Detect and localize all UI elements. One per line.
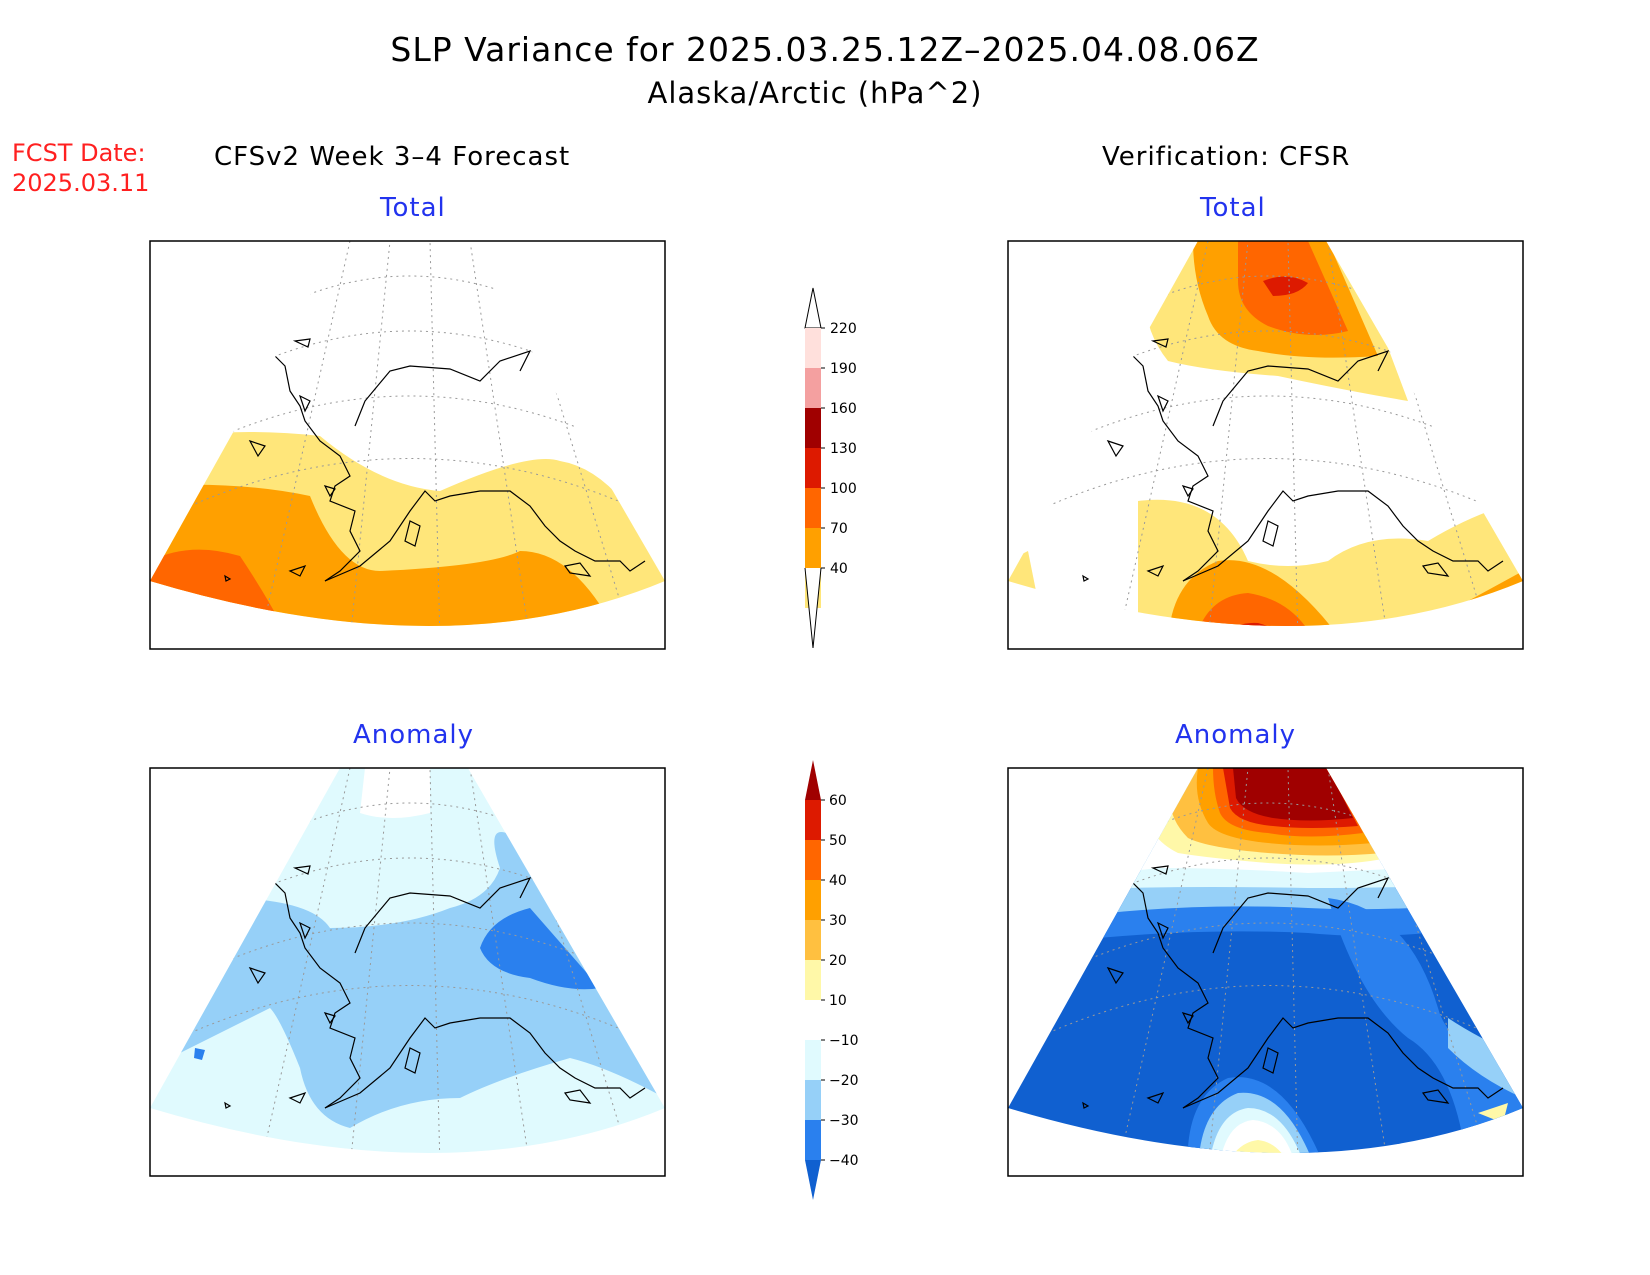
forecast-date-label: FCST Date: — [12, 139, 146, 167]
forecast-column-heading: CFSv2 Week 3–4 Forecast — [214, 142, 571, 172]
colorbar-anomaly-swatch — [805, 920, 821, 960]
forecast-total-map — [149, 240, 666, 650]
colorbar-anomaly-label: 60 — [829, 793, 847, 809]
colorbar-anomaly-label: 10 — [829, 993, 847, 1009]
colorbar-anomaly: 60 50 40 30 20 10 −10 −20 −30 −40 — [805, 760, 859, 1200]
colorbar-anomaly-swatch — [805, 1040, 821, 1080]
colorbar-total-label: 100 — [830, 481, 857, 497]
colorbar-total-swatch — [805, 408, 821, 448]
colorbar-anomaly-swatch — [805, 1000, 821, 1040]
colorbar-total-bottom-arrow — [804, 567, 822, 649]
colorbar-anomaly-swatch — [805, 1080, 821, 1120]
colorbar-anomaly-label: 30 — [829, 913, 847, 929]
colorbar-total-swatch — [805, 368, 821, 408]
colorbar-anomaly-swatch — [805, 840, 821, 880]
colorbar-anomaly-top-arrow — [805, 760, 821, 800]
colorbar-anomaly-label: −40 — [829, 1153, 859, 1169]
colorbar-total-label: 190 — [830, 361, 857, 377]
colorbar-total-swatch — [805, 488, 821, 528]
colorbar-anomaly-bottom-arrow — [805, 1160, 821, 1200]
colorbar-total: 220 190 160 130 100 70 40 — [804, 287, 857, 649]
page-subtitle: Alaska/Arctic (hPa^2) — [647, 76, 983, 110]
colorbar-anomaly-label: 20 — [829, 953, 847, 969]
colorbar-total-swatch — [805, 448, 821, 488]
verification-column-heading: Verification: CFSR — [1102, 142, 1351, 172]
forecast-date-value: 2025.03.11 — [12, 169, 150, 197]
colorbar-anomaly-swatch — [805, 880, 821, 920]
colorbar-total-label: 40 — [830, 561, 848, 577]
page-title: SLP Variance for 2025.03.25.12Z–2025.04.… — [390, 30, 1260, 69]
colorbar-anomaly-label: −30 — [829, 1113, 859, 1129]
colorbar-total-top-arrow — [804, 287, 822, 329]
colorbar-total-label: 130 — [830, 441, 857, 457]
verification-anomaly-map — [1007, 767, 1524, 1177]
verification-total-title: Total — [1200, 193, 1266, 223]
colorbar-anomaly-swatch — [805, 1120, 821, 1160]
forecast-anomaly-title: Anomaly — [353, 720, 475, 750]
colorbar-anomaly-label: 40 — [829, 873, 847, 889]
forecast-total-title: Total — [380, 193, 446, 223]
verification-total-map — [1007, 240, 1524, 650]
colorbar-total-label: 160 — [830, 401, 857, 417]
colorbar-anomaly-swatch — [805, 960, 821, 1000]
colorbar-anomaly-label: 50 — [829, 833, 847, 849]
verification-anomaly-title: Anomaly — [1175, 720, 1297, 750]
colorbar-anomaly-label: −10 — [829, 1033, 859, 1049]
forecast-date: FCST Date: 2025.03.11 — [12, 138, 149, 198]
colorbar-total-label: 220 — [830, 321, 857, 337]
colorbar-anomaly-swatch — [805, 800, 821, 840]
colorbar-anomaly-label: −20 — [829, 1073, 859, 1089]
forecast-anomaly-map — [149, 767, 666, 1177]
colorbar-total-swatch — [805, 528, 821, 568]
colorbar-total-label: 70 — [830, 521, 848, 537]
colorbar-total-swatch — [805, 328, 821, 368]
